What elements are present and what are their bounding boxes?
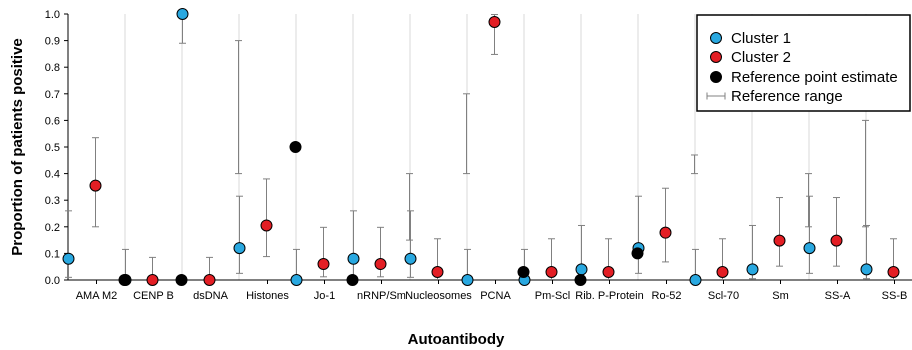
- cluster-2-point: [716, 266, 729, 279]
- x-tick-label: Sm: [772, 290, 789, 302]
- cluster-1-point: [347, 252, 360, 265]
- x-tick-label: Pm-Scl: [535, 290, 570, 302]
- x-tick-label: nRNP/Sm: [357, 290, 406, 302]
- cluster-2-point: [545, 266, 558, 279]
- x-tick-label: Rib. P-Protein: [575, 290, 643, 302]
- cluster-1-point: [746, 263, 759, 276]
- cluster-2-point: [830, 234, 843, 247]
- x-tick-label: AMA M2: [76, 290, 118, 302]
- reference-point: [346, 274, 359, 286]
- x-tick-label: Scl-70: [708, 290, 739, 302]
- reference-point: [574, 274, 587, 286]
- cluster-2-point: [146, 274, 159, 286]
- legend-label: Cluster 2: [731, 49, 791, 66]
- legend-label: Reference range: [731, 88, 843, 105]
- x-tick-label: Jo-1: [314, 290, 335, 302]
- cluster-1-point: [803, 242, 816, 255]
- reference-point: [175, 274, 188, 286]
- y-tick-label: 0.5: [45, 142, 60, 154]
- cluster-1-point: [860, 263, 873, 276]
- cluster-1-point: [575, 263, 588, 276]
- x-tick-label: PCNA: [480, 290, 511, 302]
- cluster-2-point: [659, 226, 672, 239]
- y-tick-label: 0.0: [45, 275, 60, 287]
- y-tick-label: 0.2: [45, 222, 60, 234]
- y-tick-label: 0.9: [45, 36, 60, 48]
- cluster-1-point: [233, 242, 246, 255]
- reference-point: [631, 247, 644, 260]
- cluster-2-point: [317, 258, 330, 271]
- x-tick-label: Ro-52: [652, 290, 682, 302]
- x-tick-label: dsDNA: [193, 290, 229, 302]
- x-tick-label: SS-A: [825, 290, 851, 302]
- legend-marker-reference-point: [710, 71, 722, 83]
- x-axis-title: Autoantibody: [408, 331, 505, 348]
- cluster-2-point: [89, 179, 102, 192]
- cluster-2-point: [431, 266, 444, 279]
- y-axis-title: Proportion of patients positive: [9, 38, 26, 256]
- legend-marker-cluster-1: [710, 32, 722, 44]
- cluster-1-point: [689, 274, 702, 286]
- y-tick-label: 0.8: [45, 62, 60, 74]
- cluster-1-point: [404, 252, 417, 265]
- cluster-2-point: [260, 219, 273, 232]
- legend: Cluster 1 Cluster 2 Reference point estima…: [696, 14, 911, 112]
- x-tick-label: SS-B: [882, 290, 908, 302]
- y-tick-label: 0.7: [45, 89, 60, 101]
- y-tick-label: 0.1: [45, 248, 60, 260]
- x-tick-label: CENP B: [133, 290, 174, 302]
- reference-point: [118, 274, 131, 286]
- cluster-1-point: [290, 274, 303, 286]
- cluster-2-point: [374, 258, 387, 271]
- legend-marker-cluster-2: [710, 51, 722, 63]
- cluster-1-point: [176, 8, 189, 20]
- reference-point: [289, 141, 302, 153]
- x-tick-label: Histones: [246, 290, 289, 302]
- cluster-2-point: [488, 15, 501, 28]
- y-tick-label: 0.3: [45, 195, 60, 207]
- y-tick-label: 0.6: [45, 115, 60, 127]
- legend-box: [696, 14, 911, 112]
- cluster-2-point: [602, 266, 615, 279]
- plot-area: 0.0 0.1 0.2 0.3 0.4 0.5 0.6 0.7 0.8 0.9 1.0 AMA M2 C…: [45, 8, 912, 302]
- legend-label: Reference point estimate: [731, 69, 898, 86]
- cluster-2-point: [203, 274, 216, 286]
- reference-point: [517, 266, 530, 279]
- cluster-2-point: [773, 234, 786, 247]
- y-tick-label: 0.4: [45, 169, 60, 181]
- cluster-2-point: [887, 266, 900, 279]
- cluster-1-point: [62, 252, 75, 265]
- y-tick-label: 1.0: [45, 9, 60, 21]
- cluster-1-point: [461, 274, 474, 286]
- x-tick-label: Nucleosomes: [405, 290, 472, 302]
- legend-label: Cluster 1: [731, 30, 791, 47]
